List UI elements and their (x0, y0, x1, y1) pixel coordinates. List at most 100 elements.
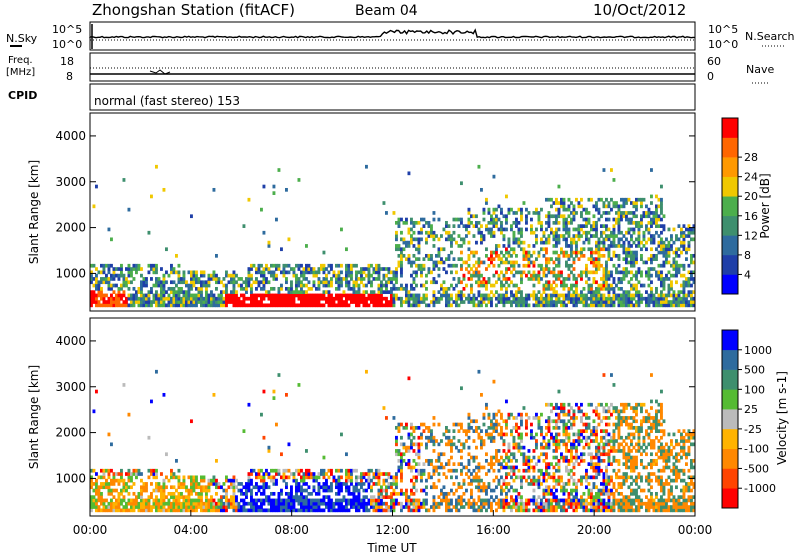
heatmap-cell (205, 303, 208, 308)
heatmap-cell (375, 303, 378, 308)
heatmap-cell (555, 250, 558, 255)
heatmap-cell (337, 283, 341, 288)
colorbar-tick-label: 16 (744, 210, 758, 223)
heatmap-cell (267, 303, 271, 308)
heatmap-cell (517, 300, 521, 304)
heatmap-cell (635, 286, 638, 291)
heatmap-cell (355, 478, 358, 483)
heatmap-cell (242, 485, 246, 490)
heatmap-cell (312, 267, 316, 271)
heatmap-cell (317, 508, 321, 513)
heatmap-cell (560, 452, 563, 457)
heatmap-cell (527, 277, 531, 281)
heatmap-cell (100, 277, 103, 281)
heatmap-cell (337, 478, 341, 483)
heatmap-cell (352, 468, 356, 473)
heatmap-cell (652, 214, 656, 219)
heatmap-cell (450, 237, 453, 242)
heatmap-cell (165, 508, 168, 513)
heatmap-cell (155, 280, 158, 285)
heatmap-cell (602, 237, 606, 242)
heatmap-cell (582, 498, 586, 503)
heatmap-cell (185, 296, 188, 301)
heatmap-cell (412, 300, 416, 304)
heatmap-cell (277, 263, 281, 268)
heatmap-cell (250, 300, 253, 304)
heatmap-cell (542, 234, 546, 238)
heatmap-cell (142, 300, 146, 304)
heatmap-cell (172, 300, 176, 304)
heatmap-cell (357, 300, 361, 304)
heatmap-cell (672, 293, 676, 298)
heatmap-cell (367, 498, 371, 503)
heatmap-cell (412, 253, 416, 258)
heatmap-cell (122, 485, 126, 490)
heatmap-cell (142, 508, 146, 513)
heatmap-cell (527, 303, 531, 308)
heatmap-cell (617, 280, 621, 285)
heatmap-cell (515, 253, 518, 258)
heatmap-cell (322, 472, 326, 476)
heatmap-cell (547, 498, 551, 503)
heatmap-cell (562, 425, 566, 430)
heatmap-cell (140, 472, 143, 476)
heatmap-cell (360, 270, 363, 275)
heatmap-cell (492, 498, 496, 503)
heatmap-cell (637, 197, 641, 202)
heatmap-cell (527, 263, 531, 268)
heatmap-cell (360, 485, 363, 490)
heatmap-cell (295, 478, 298, 483)
heatmap-cell (187, 283, 191, 288)
heatmap-cell (517, 442, 521, 447)
heatmap-cell (635, 277, 638, 281)
heatmap-cell (375, 472, 378, 476)
heatmap-cell (552, 449, 556, 453)
heatmap-cell (467, 296, 471, 301)
heatmap-cell (650, 290, 653, 294)
heatmap-cell (137, 303, 141, 308)
heatmap-cell (162, 485, 166, 490)
heatmap-cell (427, 234, 431, 238)
heatmap-cell (442, 452, 446, 457)
heatmap-cell (547, 485, 551, 490)
heatmap-cell (412, 296, 416, 301)
heatmap-cell (440, 283, 443, 288)
heatmap-cell (490, 508, 493, 513)
heatmap-cell (215, 508, 218, 513)
heatmap-cell (542, 435, 546, 440)
heatmap-cell (450, 283, 453, 288)
heatmap-cell (327, 505, 331, 509)
heatmap-cell (312, 488, 316, 493)
heatmap-cell (460, 498, 463, 503)
heatmap-cell (560, 402, 563, 407)
heatmap-cell (92, 293, 96, 298)
heatmap-cell (675, 303, 678, 308)
heatmap-cell (442, 290, 446, 294)
heatmap-cell (432, 234, 436, 238)
heatmap-cell (660, 277, 663, 281)
heatmap-cell (572, 422, 576, 427)
heatmap-cell (175, 458, 178, 463)
heatmap-cell (677, 224, 681, 228)
heatmap-cell (127, 485, 131, 490)
heatmap-cell (282, 508, 286, 513)
heatmap-cell (222, 488, 226, 493)
heatmap-cell (295, 293, 298, 298)
heatmap-cell (335, 286, 338, 291)
heatmap-cell (460, 422, 463, 427)
heatmap-cell (510, 293, 513, 298)
heatmap-cell (487, 435, 491, 440)
heatmap-cell (105, 273, 108, 278)
heatmap-cell (562, 224, 566, 228)
heatmap-cell (345, 296, 348, 301)
heatmap-cell (542, 478, 546, 483)
heatmap-cell (297, 383, 301, 387)
heatmap-cell (315, 475, 318, 480)
heatmap-cell (390, 475, 393, 480)
heatmap-cell (585, 475, 588, 480)
heatmap-cell (200, 283, 203, 288)
heatmap-cell (625, 230, 628, 235)
heatmap-cell (135, 270, 138, 275)
heatmap-cell (660, 224, 663, 228)
heatmap-cell (172, 485, 176, 490)
